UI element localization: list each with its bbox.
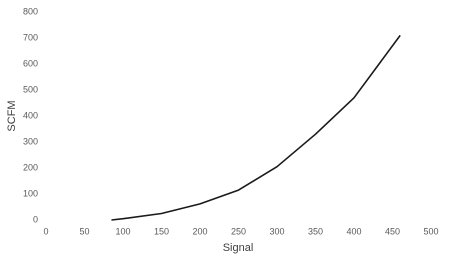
y-tick-label: 600 (23, 58, 38, 68)
y-tick-label: 100 (23, 188, 38, 198)
x-tick-label: 400 (346, 226, 361, 236)
data-line (111, 34, 401, 221)
y-tick-label: 800 (23, 6, 38, 16)
y-tick-label: 700 (23, 32, 38, 42)
x-tick-label: 200 (192, 226, 207, 236)
x-axis-title: Signal (223, 242, 254, 254)
y-tick-label: 300 (23, 136, 38, 146)
x-tick-label: 150 (154, 226, 169, 236)
y-tick-label: 0 (33, 214, 38, 224)
x-tick-label: 50 (79, 226, 89, 236)
y-tick-label: 500 (23, 84, 38, 94)
x-tick-label: 300 (269, 226, 284, 236)
x-tick-label: 450 (385, 226, 400, 236)
x-tick-label: 500 (423, 226, 438, 236)
y-tick-label: 200 (23, 162, 38, 172)
y-axis-title: SCFM (6, 100, 18, 131)
x-tick-label: 0 (43, 226, 48, 236)
x-tick-label: 250 (231, 226, 246, 236)
y-tick-label: 400 (23, 110, 38, 120)
x-tick-label: 100 (115, 226, 130, 236)
x-tick-label: 350 (308, 226, 323, 236)
